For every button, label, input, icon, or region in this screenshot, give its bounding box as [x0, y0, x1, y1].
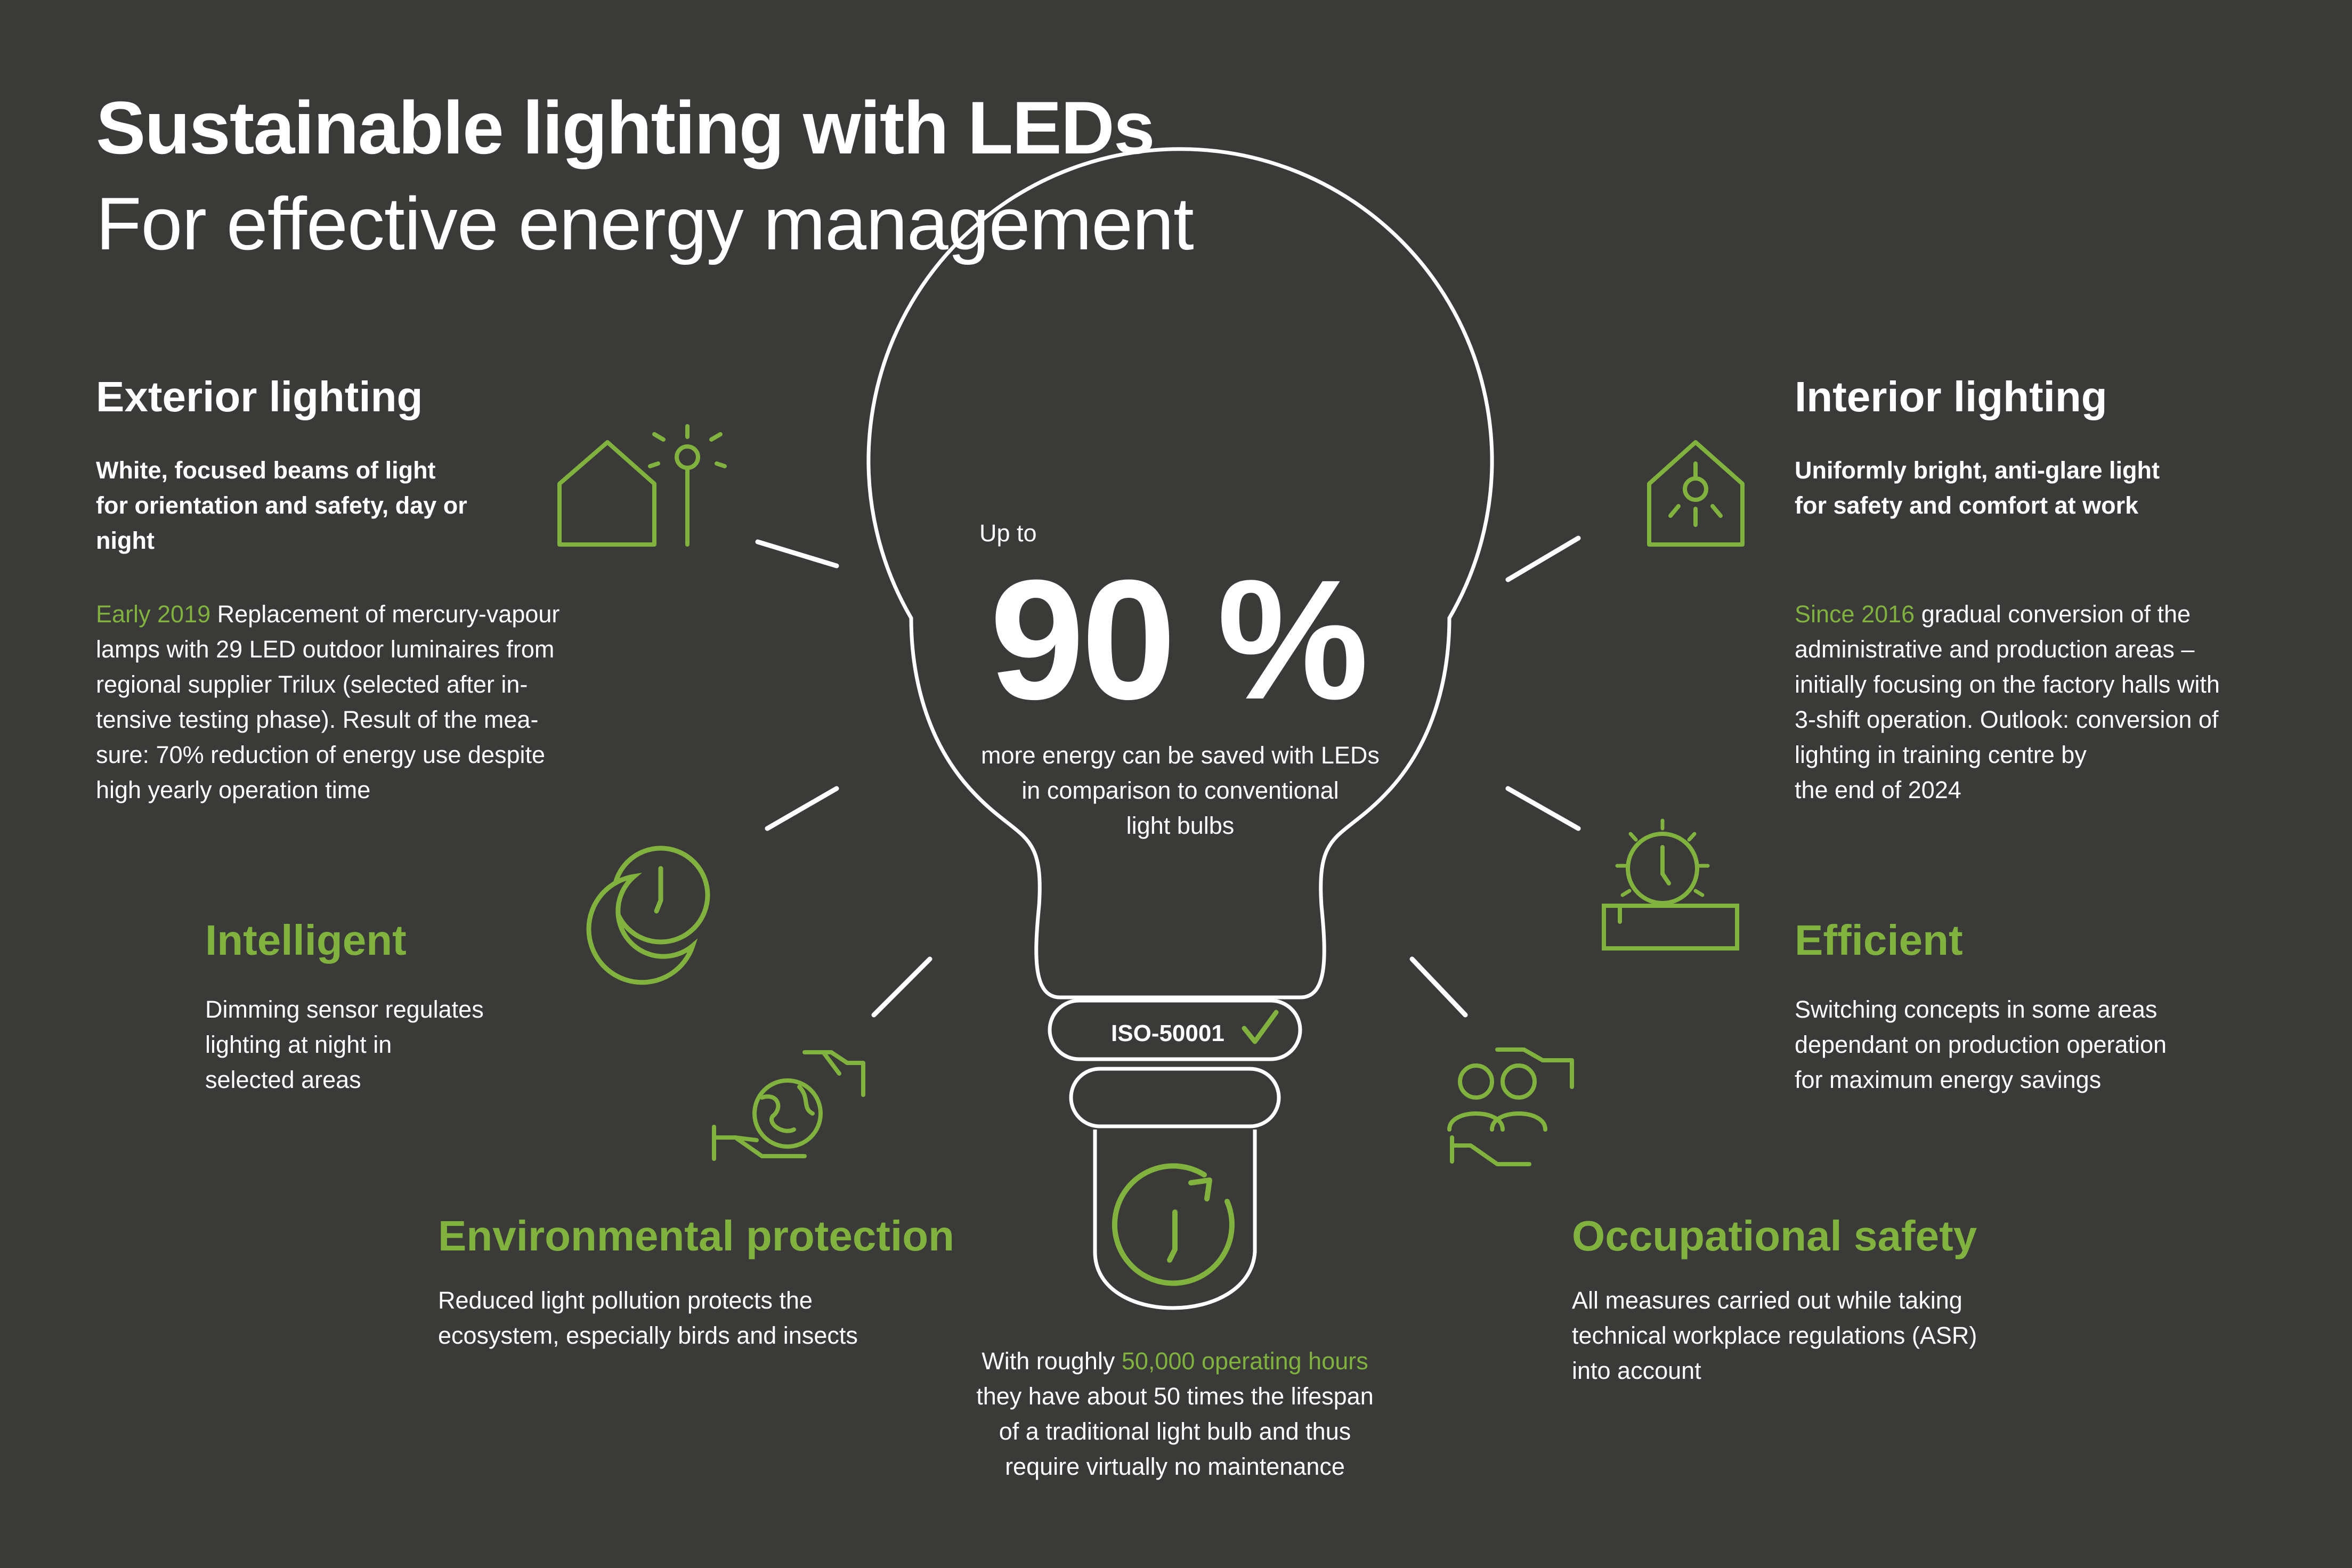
interior-lead: Uniformly bright, anti-glare light for s…: [1795, 453, 2274, 523]
occupational-body: All measures carried out while taking te…: [1572, 1283, 2105, 1388]
interior-body-line: administrative and production areas –: [1795, 636, 2195, 663]
clock-with-sun-icon: [1602, 818, 1739, 950]
lifespan-line: require virtually no maintenance: [1005, 1453, 1345, 1480]
globe-in-hands-icon: [712, 1050, 865, 1161]
environmental-body-line: Reduced light pollution protects the: [438, 1287, 813, 1314]
interior-heading: Interior lighting: [1795, 373, 2107, 420]
lifespan-line: they have about 50 times the lifespan: [976, 1383, 1374, 1410]
occupational-heading: Occupational safety: [1572, 1212, 1977, 1260]
bulb-description-line: more energy can be saved with LEDs: [981, 742, 1380, 769]
intelligent-heading: Intelligent: [205, 916, 407, 964]
exterior-body-line: lamps with 29 LED outdoor luminaires fro…: [96, 636, 555, 663]
light-rays: [755, 535, 1581, 1018]
efficient-heading: Efficient: [1795, 916, 1963, 964]
interior-highlight: Since 2016: [1795, 600, 1915, 628]
exterior-body-line: sure: 70% reduction of energy use despit…: [96, 741, 546, 768]
house-with-ceiling-lamp-icon: [1647, 440, 1745, 547]
page-title: Sustainable lighting with LEDs: [96, 86, 1155, 169]
exterior-lead-line: night: [96, 527, 155, 554]
environmental-body-line: ecosystem, especially birds and insects: [438, 1322, 858, 1349]
efficient-body-line: Switching concepts in some areas: [1795, 996, 2158, 1023]
exterior-body-line: Early 2019 Replacement of mercury-vapour: [96, 597, 639, 632]
house-with-street-lamp-icon: [557, 424, 727, 547]
lifespan-highlight: 50,000 operating hours: [1121, 1347, 1368, 1375]
interior-lead-line: for safety and comfort at work: [1795, 492, 2139, 519]
intelligent-body-line: Dimming sensor regulates: [205, 996, 484, 1023]
intelligent-body: Dimming sensor regulates lighting at nig…: [205, 992, 578, 1098]
efficient-body-line: for maximum energy savings: [1795, 1066, 2102, 1093]
interior-body-line: initially focusing on the factory halls …: [1795, 671, 2220, 698]
exterior-lead-line: White, focused beams of light: [96, 457, 436, 484]
interior-body-line: lighting in training centre by: [1795, 741, 2087, 768]
checkmark-icon: [1242, 1010, 1279, 1044]
clock-refresh-icon: [1112, 1163, 1235, 1286]
exterior-highlight: Early 2019: [96, 600, 211, 628]
people-in-hands-icon: [1447, 1047, 1574, 1166]
intelligent-body-line: selected areas: [205, 1066, 361, 1093]
occupational-body-line: into account: [1572, 1357, 1701, 1384]
iso-badge-label: ISO-50001: [1111, 1020, 1224, 1046]
environmental-body: Reduced light pollution protects the eco…: [438, 1283, 971, 1353]
exterior-body-text: Replacement of mercury-vapour: [210, 600, 560, 628]
efficient-body-line: dependant on production operation: [1795, 1031, 2167, 1058]
exterior-lead-line: for orientation and safety, day or: [96, 492, 467, 519]
bulb-description-line: in comparison to conventional: [1021, 777, 1339, 804]
clock-with-moon-icon: [586, 846, 710, 985]
efficient-body: Switching concepts in some areas dependa…: [1795, 992, 2274, 1098]
lifespan-prefix: With roughly: [982, 1347, 1122, 1375]
bulb-neck: [1069, 1067, 1281, 1128]
exterior-body: Early 2019 Replacement of mercury-vapour…: [96, 597, 639, 808]
interior-body-line: Since 2016 gradual conversion of the: [1795, 597, 2338, 632]
lifespan-body: With roughly 50,000 operating hours they…: [909, 1344, 1441, 1484]
interior-body-text: gradual conversion of the: [1915, 600, 2191, 628]
page-subtitle: For effective energy management: [96, 182, 1194, 265]
environmental-heading: Environmental protection: [438, 1212, 954, 1260]
bulb-description: more energy can be saved with LEDs in co…: [914, 738, 1447, 843]
interior-body-line: the end of 2024: [1795, 776, 1961, 803]
up-to-label: Up to: [979, 519, 1037, 547]
exterior-body-line: high yearly operation time: [96, 776, 371, 803]
exterior-heading: Exterior lighting: [96, 373, 423, 420]
occupational-body-line: technical workplace regulations (ASR): [1572, 1322, 1977, 1349]
iso-badge-frame: [1048, 998, 1302, 1061]
exterior-body-line: tensive testing phase). Result of the me…: [96, 706, 539, 733]
lifespan-line: With roughly 50,000 operating hours: [909, 1344, 1441, 1379]
intelligent-body-line: lighting at night in: [205, 1031, 392, 1058]
interior-body: Since 2016 gradual conversion of the adm…: [1795, 597, 2338, 808]
occupational-body-line: All measures carried out while taking: [1572, 1287, 1962, 1314]
lifespan-line: of a traditional light bulb and thus: [999, 1418, 1351, 1445]
bulb-outline: [866, 147, 1494, 1000]
interior-lead-line: Uniformly bright, anti-glare light: [1795, 457, 2160, 484]
interior-body-line: 3-shift operation. Outlook: conversion o…: [1795, 706, 2219, 733]
bulb-description-line: light bulbs: [1126, 812, 1235, 839]
exterior-lead: White, focused beams of light for orient…: [96, 453, 522, 558]
exterior-body-line: regional supplier Trilux (selected after…: [96, 671, 528, 698]
bulb-base: [1093, 1130, 1257, 1310]
percent-value: 90 %: [990, 544, 1368, 735]
